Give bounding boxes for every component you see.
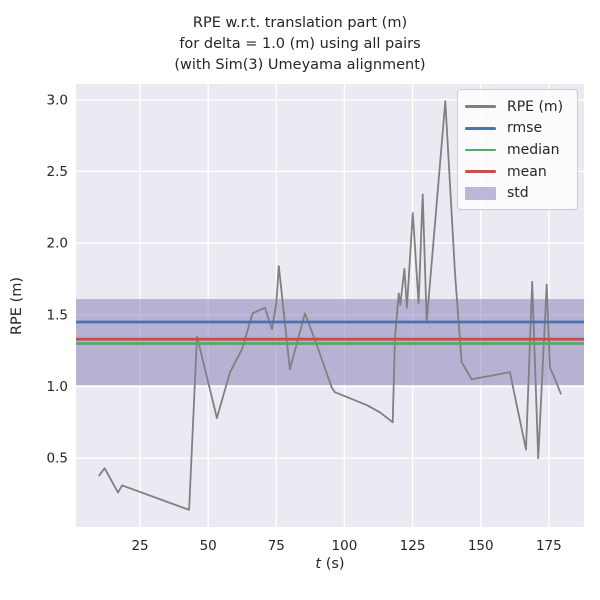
x-axis-label-var: t <box>315 556 322 572</box>
std-band <box>76 299 584 386</box>
legend-swatch-line <box>465 148 496 152</box>
legend-label: RPE (m) <box>507 98 564 115</box>
y-tick-label: 1.0 <box>47 379 68 395</box>
legend-row-median: median <box>465 139 569 161</box>
legend-swatch-patch <box>465 186 496 200</box>
legend: RPE (m) rmse median mean std <box>457 89 578 210</box>
chart-title: RPE w.r.t. translation part (m) for delt… <box>174 15 426 73</box>
legend-row-rpe-m-: RPE (m) <box>465 96 569 118</box>
legend-row-mean: mean <box>465 161 569 183</box>
legend-label: std <box>507 185 529 202</box>
y-tick-label: 0.5 <box>47 451 68 467</box>
rpe-line <box>98 100 562 511</box>
y-axis-label: RPE (m) <box>9 276 25 336</box>
y-tick-label: 3.0 <box>47 92 68 108</box>
y-tick-label: 2.0 <box>47 236 68 252</box>
y-tick-label: 2.5 <box>47 164 68 180</box>
x-tick-label: 125 <box>400 538 426 554</box>
legend-swatch-line <box>465 170 496 173</box>
x-tick-label: 100 <box>332 538 358 554</box>
y-tick-label: 1.5 <box>47 307 68 323</box>
legend-row-rmse: rmse <box>465 118 569 140</box>
legend-swatch-line <box>465 105 496 109</box>
legend-label: median <box>507 141 560 158</box>
legend-label: rmse <box>507 120 543 137</box>
x-axis-label-unit: (s) <box>321 556 345 572</box>
x-axis-label: t (s) <box>76 556 584 572</box>
x-tick-label: 175 <box>536 538 562 554</box>
legend-label: mean <box>507 163 547 180</box>
legend-swatch-line <box>465 126 496 130</box>
x-tick-label: 50 <box>200 538 217 554</box>
x-tick-label: 150 <box>468 538 494 554</box>
x-tick-label: 25 <box>131 538 148 554</box>
legend-row-std: std <box>465 182 569 204</box>
x-tick-label: 75 <box>268 538 285 554</box>
